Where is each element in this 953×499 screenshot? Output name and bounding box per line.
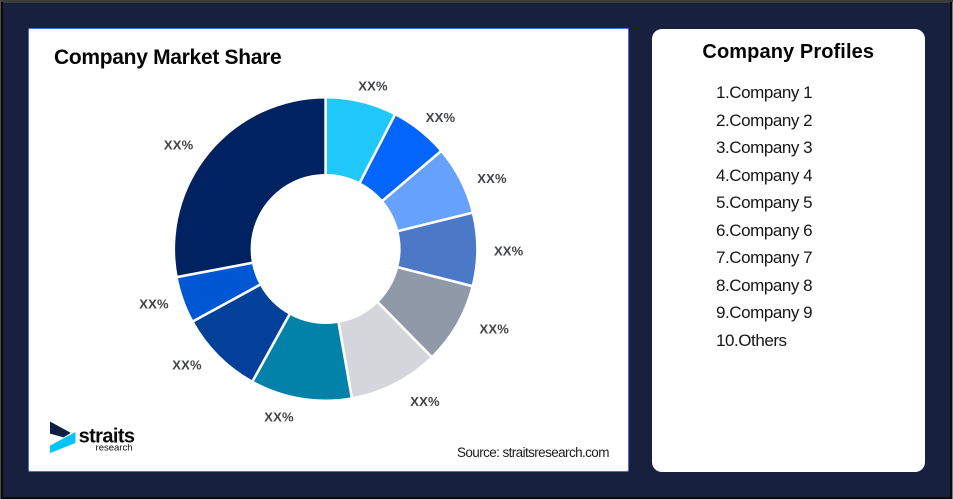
svg-text:XX%: XX% xyxy=(480,322,510,337)
svg-text:XX%: XX% xyxy=(139,297,169,312)
svg-text:research: research xyxy=(96,442,133,453)
svg-text:XX%: XX% xyxy=(426,110,456,125)
svg-text:XX%: XX% xyxy=(410,394,440,409)
svg-text:XX%: XX% xyxy=(164,138,194,153)
svg-text:XX%: XX% xyxy=(264,410,294,425)
svg-text:XX%: XX% xyxy=(494,244,524,259)
svg-text:XX%: XX% xyxy=(172,358,202,373)
svg-text:XX%: XX% xyxy=(358,79,388,94)
svg-text:straits: straits xyxy=(79,425,135,447)
svg-text:XX%: XX% xyxy=(477,171,507,186)
